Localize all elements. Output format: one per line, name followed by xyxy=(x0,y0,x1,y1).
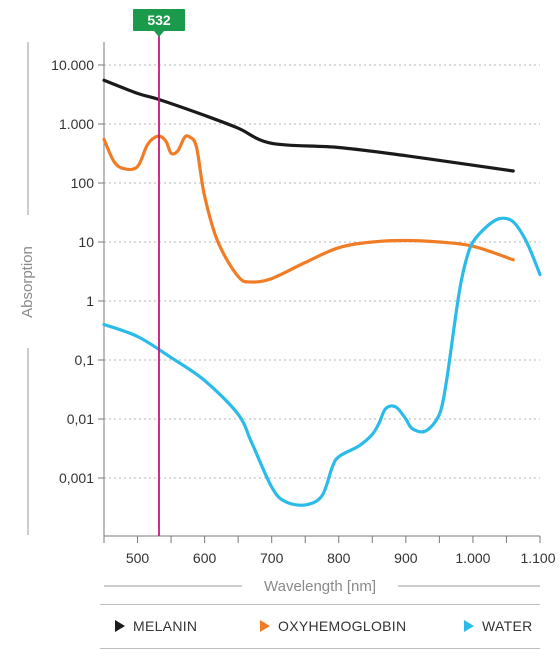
x-tick-label: 800 xyxy=(327,550,351,566)
melanin-swatch-icon xyxy=(115,620,125,632)
marker-badge-pointer xyxy=(154,31,165,37)
water-swatch-icon xyxy=(464,620,474,632)
x-axis-title: Wavelength [nm] xyxy=(264,578,376,595)
water-line xyxy=(102,216,542,507)
x-tick-label: 600 xyxy=(193,550,217,566)
legend: MELANIN OXYHEMOGLOBIN WATER xyxy=(100,604,540,650)
x-tick-label: 700 xyxy=(260,550,284,566)
y-tick-label: 0,01 xyxy=(67,411,94,427)
legend-item-oxyhemoglobin: OXYHEMOGLOBIN xyxy=(260,618,406,634)
x-tick-label: 1.100 xyxy=(520,550,555,566)
x-tick-label: 900 xyxy=(394,550,418,566)
axes-frame xyxy=(98,42,541,543)
absorption-chart: 10.000 1.000 100 10 1 0,1 0,01 0,001 500 600 700 8… xyxy=(19,9,556,595)
y-tick-label: 10.000 xyxy=(51,57,94,73)
legend-label: WATER xyxy=(482,618,533,634)
y-tick-label: 1 xyxy=(86,293,94,309)
legend-label: OXYHEMOGLOBIN xyxy=(278,618,407,634)
data-series xyxy=(102,78,542,507)
y-axis-title: Absorption xyxy=(19,246,36,318)
x-tick-label: 1.000 xyxy=(455,550,490,566)
marker-badge xyxy=(133,9,186,31)
y-tick-label: 100 xyxy=(71,175,95,191)
melanin-line xyxy=(102,78,515,173)
y-tick-label: 0,001 xyxy=(59,470,94,486)
x-axis-title-group: Wavelength [nm] xyxy=(104,578,540,595)
oxyhemoglobin-swatch-icon xyxy=(260,620,270,632)
legend-item-melanin: MELANIN xyxy=(115,618,197,634)
grid-lines xyxy=(104,64,540,479)
legend-label: MELANIN xyxy=(133,618,198,634)
legend-rule-top xyxy=(100,604,540,605)
oxyhemoglobin-line xyxy=(102,134,515,284)
x-tick-labels: 500 600 700 800 900 1.000 1.100 xyxy=(126,550,556,566)
legend-item-water: WATER xyxy=(464,618,533,634)
y-tick-label: 10 xyxy=(78,234,94,250)
y-tick-label: 0,1 xyxy=(75,352,95,368)
marker-label: 532 xyxy=(147,12,171,28)
wavelength-marker: 532 xyxy=(133,9,186,536)
y-tick-labels: 10.000 1.000 100 10 1 0,1 0,01 0,001 xyxy=(51,57,94,486)
y-axis-title-group: Absorption xyxy=(19,42,36,535)
x-tick-label: 500 xyxy=(126,550,150,566)
y-tick-label: 1.000 xyxy=(59,116,94,132)
